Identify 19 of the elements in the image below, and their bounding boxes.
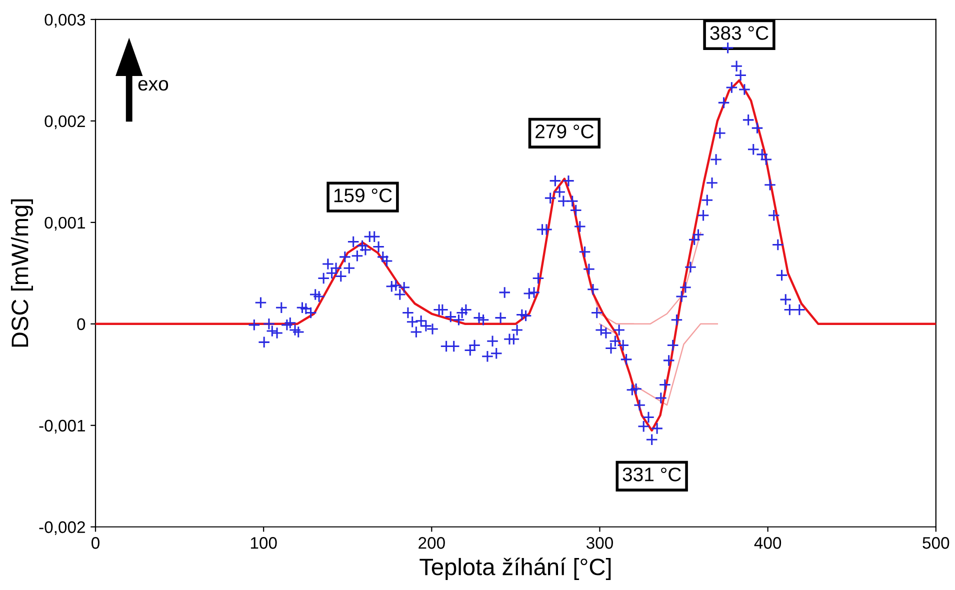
- y-tick-label: 0,001: [44, 216, 85, 231]
- x-axis-title: Teplota žíhání [°C]: [420, 558, 611, 580]
- x-tick-label: 100: [250, 537, 277, 549]
- x-tick-label: 400: [754, 537, 782, 549]
- annotation: 331 °C: [622, 468, 681, 482]
- y-tick-label: -0,002: [39, 521, 85, 536]
- y-tick-label: 0,003: [44, 14, 86, 28]
- y-tick-label: -0,001: [39, 420, 85, 434]
- x-tick-label: 500: [922, 537, 950, 549]
- annotation: 383 °C: [710, 26, 768, 40]
- annotation: 159 °C: [334, 188, 392, 202]
- x-tick-label: 0: [92, 537, 100, 549]
- y-tick-label: 0: [77, 318, 86, 330]
- x-tick-label: 200: [418, 537, 445, 549]
- x-tick-label: 300: [586, 537, 613, 549]
- y-tick-label: 0,002: [44, 115, 85, 130]
- annotation: 279 °C: [536, 124, 594, 138]
- y-axis-title: DSC [mW/mg]: [10, 199, 33, 347]
- annotation: exo: [138, 80, 168, 91]
